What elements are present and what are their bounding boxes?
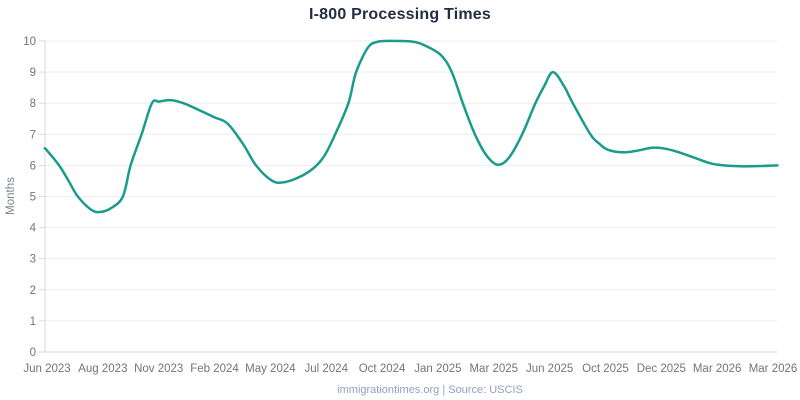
y-tick-label: 7	[30, 129, 36, 141]
x-tick-label: Jan 2025	[414, 363, 461, 375]
x-tick-label: Nov 2023	[134, 363, 183, 375]
y-tick-label: 8	[30, 98, 36, 110]
y-tick-label: 0	[30, 347, 36, 359]
x-tick-label: Mar 2026	[693, 363, 742, 375]
y-axis-title: Months	[5, 177, 17, 215]
y-tick-label: 3	[30, 254, 36, 266]
x-tick-label: Aug 2023	[78, 363, 127, 375]
x-tick-label: Oct 2025	[582, 363, 629, 375]
chart-title: I-800 Processing Times	[309, 6, 491, 23]
x-tick-label: Dec 2025	[637, 363, 686, 375]
x-tick-label: May 2024	[245, 363, 296, 375]
source-attribution: immigrationtimes.org | Source: USCIS	[337, 384, 523, 396]
series-line	[43, 39, 779, 214]
x-tick-label: Jun 2025	[526, 363, 573, 375]
x-tick-label: Jul 2024	[304, 363, 348, 375]
y-tick-label: 4	[30, 223, 37, 235]
x-tick-label: Mar 2025	[469, 363, 518, 375]
y-tick-label: 2	[30, 285, 36, 297]
x-tick-label: Feb 2024	[190, 363, 239, 375]
x-tick-label: Mar 2026	[749, 363, 798, 375]
x-tick-label: Jun 2023	[23, 363, 70, 375]
y-tick-label: 1	[30, 316, 36, 328]
y-tick-label: 9	[30, 67, 36, 79]
y-tick-label: 5	[30, 192, 36, 204]
y-tick-label: 6	[30, 160, 36, 172]
x-tick-label: Oct 2024	[359, 363, 406, 375]
y-tick-label: 10	[23, 36, 36, 48]
